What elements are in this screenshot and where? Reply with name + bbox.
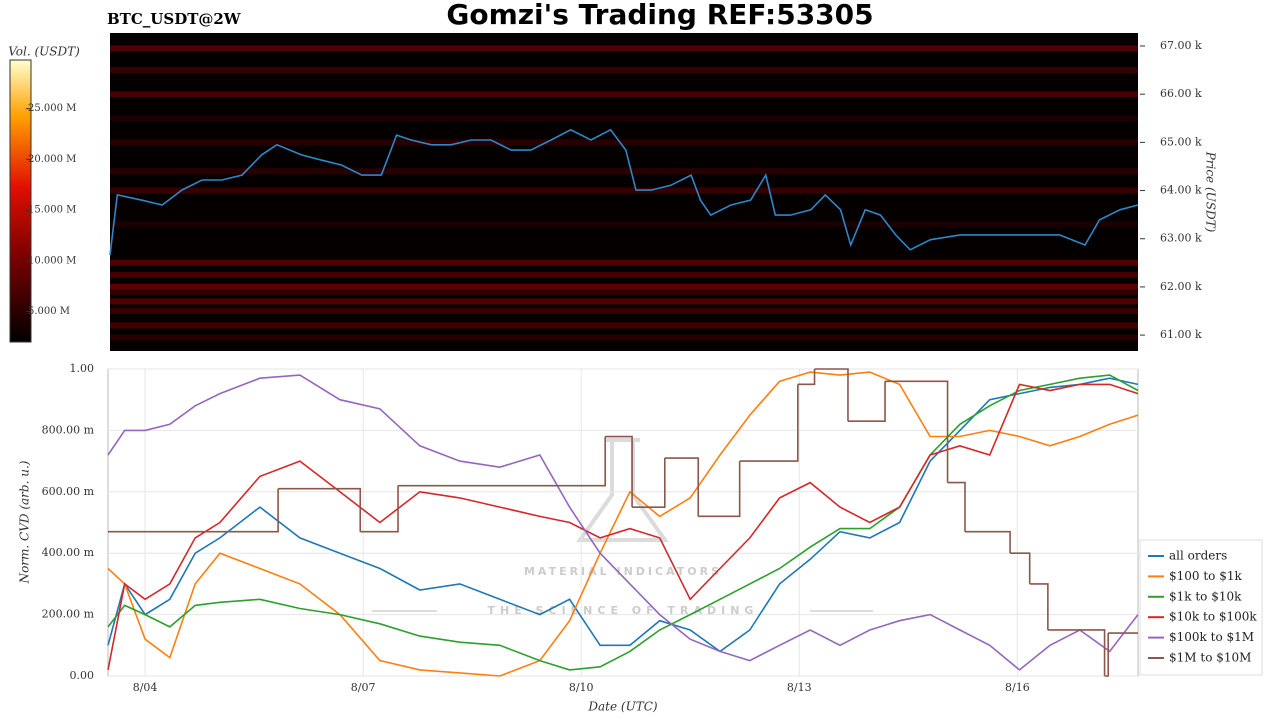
legend-label: $100k to $1M [1169,630,1254,644]
chart-title: Gomzi's Trading REF:53305 [446,0,873,31]
cvd-plot-area [107,368,1139,677]
step-segment [1010,552,1031,584]
colorbar [9,59,32,343]
colorbar-tick-label: 20.000 M [28,154,76,165]
y-tick-label: 0.00 [70,669,95,682]
cvd-line [107,374,1139,671]
step-segment [108,488,279,533]
liquidity-band [110,271,1138,278]
liquidity-band [110,298,1138,305]
colorbar-tick-label: 25.000 M [28,103,76,114]
liquidity-band [110,288,1138,295]
liquidity-band [110,187,1138,194]
colorbar-tick-label: 15.000 M [28,205,76,216]
step-segment [698,461,741,518]
legend-label: $10k to $100k [1169,610,1257,624]
y-tick-label: 200.00 m [42,608,95,621]
step-segment [1104,633,1109,677]
y-tick-label: 400.00 m [42,546,95,559]
liquidity-band [110,308,1138,315]
y-tick-label: 67.00 k [1160,39,1202,52]
liquidity-band [110,67,1138,74]
step-segment [847,381,886,422]
watermark: MATERIAL INDICATORS [524,565,722,578]
y-axis-label: Price (USDT) [1204,151,1218,233]
step-segment [632,458,666,508]
y-tick-label: 66.00 k [1160,87,1202,100]
liquidity-band [110,115,1138,122]
y-tick-label: 600.00 m [42,485,95,498]
legend-label: all orders [1169,549,1227,563]
liquidity-band [110,259,1138,266]
liquidity-band [110,139,1138,146]
step-segment [360,485,399,533]
step-segment [814,368,849,422]
cvd-line [107,374,1139,671]
liquidity-band [110,221,1138,228]
step-segment [797,369,816,386]
y-tick-label: 61.00 k [1160,328,1202,341]
colorbar-label: Vol. (USDT) [8,45,80,59]
price-line [109,128,1139,256]
y-tick-label: 1.00 [70,362,95,375]
colorbar-tick-label: 5.000 M [28,306,70,317]
colorbar-tick-label: 10.000 M [28,255,76,266]
watermark-icon [576,438,669,542]
liquidity-band [110,91,1138,98]
x-tick-label: 8/13 [787,681,812,694]
liquidity-band [110,45,1138,52]
y-tick-label: 64.00 k [1160,184,1202,197]
liquidity-band [110,283,1138,290]
step-segment [1029,583,1049,630]
legend-label: $1M to $10M [1169,651,1251,665]
step-segment [947,481,966,532]
liquidity-band [110,168,1138,175]
x-tick-label: 8/10 [569,681,594,694]
step-segment [278,487,362,532]
step-segment [664,457,700,517]
step-segment [739,384,799,462]
y-tick-label: 62.00 k [1160,280,1202,293]
step-segment [605,435,633,508]
liquidity-band [110,322,1138,329]
step-segment [1047,629,1106,676]
x-tick-label: 8/04 [133,681,158,694]
y-axis-label: Norm. CVD (arb. u.) [18,460,32,584]
step-segment [398,436,606,487]
x-tick-label: 8/16 [1005,681,1030,694]
x-axis-label: Date (UTC) [587,700,657,714]
step-segment [885,380,949,483]
y-tick-label: 65.00 k [1160,135,1202,148]
legend-label: $1k to $10k [1169,589,1242,603]
y-tick-label: 800.00 m [42,423,95,436]
x-tick-label: 8/07 [351,681,376,694]
legend-label: $100 to $1k [1169,569,1242,583]
step-segment [965,530,1011,554]
liquidity-band [110,334,1138,341]
subtitle: BTC_USDT@2W [107,10,242,28]
cvd-line [107,371,1139,677]
legend [1139,539,1263,676]
cvd-line [107,383,1139,671]
y-tick-label: 63.00 k [1160,232,1202,245]
